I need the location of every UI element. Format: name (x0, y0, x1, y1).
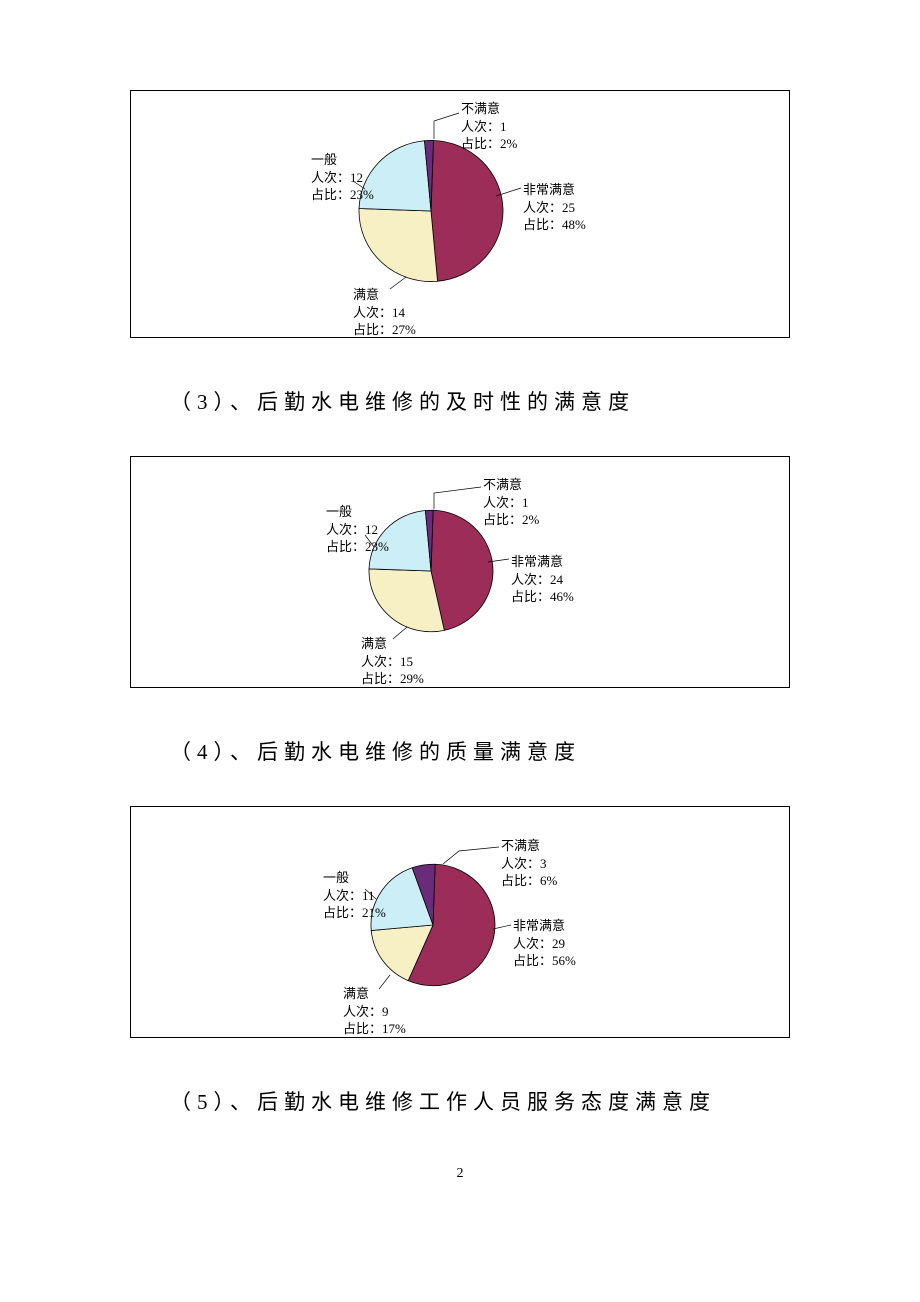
pie-chart-box-3: 非常满意人次：24占比：46% 满意人次：15占比：29% 一般人次：12占比：23… (130, 456, 790, 688)
pie-slice-very_satisfied (431, 140, 503, 281)
slice-label-unsatisfied: 不满意人次：3占比：6% (501, 837, 557, 890)
slice-label-very_satisfied: 非常满意人次：24占比：46% (511, 553, 574, 606)
slice-label-satisfied: 满意人次：14占比：27% (353, 286, 416, 339)
slice-label-satisfied: 满意人次：9占比：17% (343, 985, 406, 1038)
slice-label-very_satisfied: 非常满意人次：29占比：56% (513, 917, 576, 970)
leader-line (443, 847, 499, 864)
pie-chart-box-1: 非常满意人次：25占比：48% 满意人次：14占比：27% 一般人次：12占比：23… (130, 90, 790, 338)
slice-label-satisfied: 满意人次：15占比：29% (361, 635, 424, 688)
slice-label-average: 一般人次：11占比：21% (323, 869, 386, 922)
slice-label-average: 一般人次：12占比：23% (326, 503, 389, 556)
section-heading-4: （4）、后勤水电维修的质量满意度 (170, 736, 920, 766)
section-heading-5: （5）、后勤水电维修工作人员服务态度满意度 (170, 1086, 920, 1116)
pie-slice-satisfied (359, 209, 438, 282)
pie-chart-box-4: 非常满意人次：29占比：56% 满意人次：9占比：17% 一般人次：11占比：21%… (130, 806, 790, 1038)
leader-line (434, 487, 481, 509)
slice-label-average: 一般人次：12占比：23% (311, 151, 374, 204)
slice-label-unsatisfied: 不满意人次：1占比：2% (483, 476, 539, 529)
page-number: 2 (0, 1166, 920, 1182)
leader-line (434, 113, 459, 139)
pie-slice-satisfied (369, 569, 444, 632)
document-page: 非常满意人次：25占比：48% 满意人次：14占比：27% 一般人次：12占比：23… (0, 0, 920, 1222)
slice-label-unsatisfied: 不满意人次：1占比：2% (461, 100, 517, 153)
section-heading-3: （3）、后勤水电维修的及时性的满意度 (170, 386, 920, 416)
slice-label-very_satisfied: 非常满意人次：25占比：48% (523, 181, 586, 234)
leader-line (493, 925, 511, 929)
